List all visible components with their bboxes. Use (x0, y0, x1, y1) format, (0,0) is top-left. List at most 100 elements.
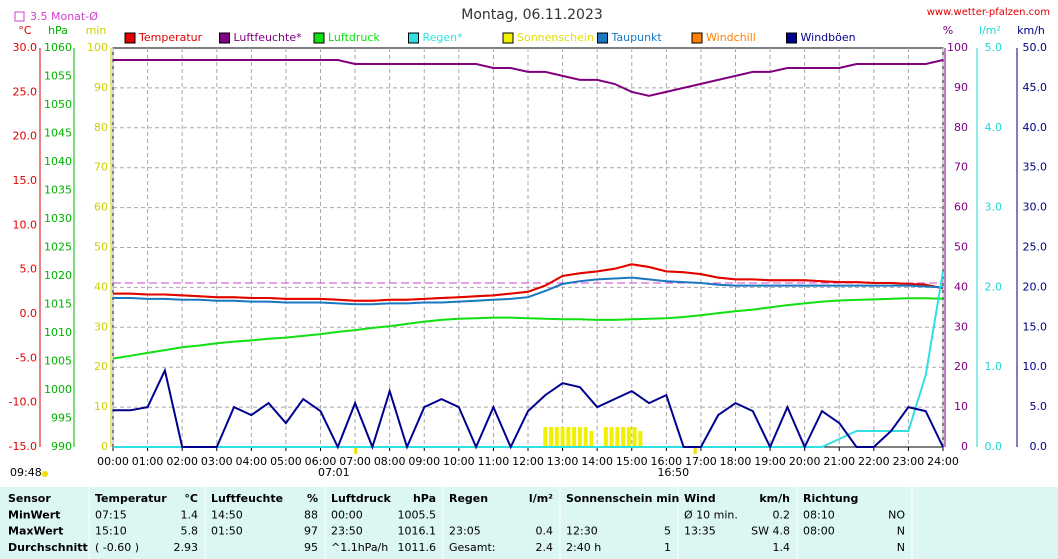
y-tick-label: 45.0 (1023, 81, 1048, 94)
legend-label: Luftdruck (328, 31, 380, 44)
table-cell: MaxWert (8, 525, 63, 538)
sunshine-bar (589, 431, 594, 447)
y-tick-label: 60 (954, 201, 968, 214)
y-tick-label: 15.0 (1023, 320, 1048, 333)
y-tick-label: 1020 (44, 269, 72, 282)
axis-unit: °C (18, 24, 32, 37)
y-tick-label: 40 (94, 280, 108, 293)
sunshine-bar (560, 427, 565, 447)
table-cell: 23:05 (449, 525, 481, 538)
series-line (112, 297, 944, 360)
y-tick-label: 100 (947, 41, 968, 54)
y-tick-label: -5.0 (16, 351, 37, 364)
source: www.wetter-pfalzen.com (927, 7, 1050, 18)
x-tick-label: 11:00 (478, 455, 510, 468)
x-tick-label: 08:00 (374, 455, 406, 468)
table-cell: Durchschnitt (8, 541, 88, 554)
sunshine-bar (583, 427, 588, 447)
sun-icon (42, 471, 48, 477)
legend-marker (408, 32, 419, 44)
x-tick-label: 10:00 (443, 455, 475, 468)
table-cell: 0.4 (536, 525, 554, 538)
x-tick-label: 13:00 (547, 455, 579, 468)
x-tick-label: 06:00 (305, 455, 337, 468)
x-tick-label: 15:00 (616, 455, 648, 468)
table-cell: ^1.1hPa/h (331, 541, 388, 554)
y-tick-label: 1055 (44, 70, 72, 83)
sunshine-bar (577, 427, 582, 447)
table-cell: Wind (684, 492, 716, 505)
monthly-mean-label: 3.5 Monat-Ø (30, 10, 98, 23)
sun-duration: 09:48 (10, 466, 42, 479)
x-tick-label: 01:00 (132, 455, 164, 468)
table-cell: 95 (304, 541, 318, 554)
y-tick-label: 1030 (44, 212, 72, 225)
y-tick-label: 990 (51, 440, 72, 453)
x-tick-label: 23:00 (893, 455, 925, 468)
y-tick-label: 1010 (44, 326, 72, 339)
y-tick-label: 40 (954, 280, 968, 293)
y-tick-label: 5.0 (985, 41, 1003, 54)
x-tick-label: 03:00 (201, 455, 233, 468)
y-tick-label: 20.0 (13, 130, 38, 143)
table-cell: 1 (664, 541, 671, 554)
y-tick-label: 1060 (44, 41, 72, 54)
axis-unit: % (943, 24, 953, 37)
table-cell: Luftdruck (331, 492, 392, 505)
table-cell: 08:10 (803, 508, 835, 521)
table-cell: °C (184, 492, 198, 505)
table-cell: Regen (449, 492, 488, 505)
table-cell: 2.4 (536, 541, 554, 554)
y-tick-label: 0 (101, 440, 108, 453)
legend-marker (597, 32, 608, 44)
y-tick-label: 1050 (44, 98, 72, 111)
legend-label: Sonnenschein (517, 31, 594, 44)
table-cell: 01:50 (211, 525, 243, 538)
table-cell: Sonnenschein min (566, 492, 679, 505)
y-tick-label: 90 (954, 81, 968, 94)
table-cell: 13:35 (684, 525, 716, 538)
y-tick-label: 0.0 (20, 307, 38, 320)
y-tick-label: 1015 (44, 298, 72, 311)
y-tick-label: 40.0 (1023, 121, 1048, 134)
table-cell: 00:00 (331, 508, 363, 521)
series-line (113, 59, 944, 97)
x-tick-label: 14:00 (581, 455, 613, 468)
y-tick-label: 35.0 (1023, 161, 1048, 174)
y-tick-label: 30 (954, 320, 968, 333)
y-tick-label: 3.0 (985, 201, 1003, 214)
y-tick-label: 100 (87, 41, 108, 54)
x-tick-label: 07:00 (339, 455, 371, 468)
table-cell: 1.4 (181, 508, 199, 521)
legend-label: Taupunkt (611, 31, 663, 44)
y-tick-label: -10.0 (9, 396, 37, 409)
x-tick-label: 18:00 (720, 455, 752, 468)
y-tick-label: 1045 (44, 127, 72, 140)
x-tick-label: 20:00 (789, 455, 821, 468)
sunshine-bar (621, 427, 626, 447)
table-cell: 1.4 (773, 541, 791, 554)
sunshine-bar (566, 427, 571, 447)
table-cell: 2.93 (174, 541, 199, 554)
y-tick-label: 20 (954, 360, 968, 373)
table-cell: Richtung (803, 492, 858, 505)
table-cell: NO (888, 508, 905, 521)
x-tick-label: 00:00 (97, 455, 129, 468)
y-tick-label: 1000 (44, 383, 72, 396)
table-cell: 1005.5 (398, 508, 437, 521)
y-tick-label: 0.0 (985, 440, 1003, 453)
axis-unit: hPa (48, 24, 68, 37)
x-tick-label: 21:00 (823, 455, 855, 468)
table-cell: 08:00 (803, 525, 835, 538)
y-tick-label: 25.0 (1023, 241, 1048, 254)
y-tick-label: 0.0 (1030, 440, 1048, 453)
y-tick-label: 1035 (44, 184, 72, 197)
x-tick-label: 16:00 (650, 455, 682, 468)
table-cell: Gesamt: (449, 541, 496, 554)
table-cell: 5.8 (181, 525, 199, 538)
y-tick-label: 90 (94, 81, 108, 94)
table-cell: hPa (413, 492, 436, 505)
y-tick-label: 4.0 (985, 121, 1003, 134)
x-tick-label: 09:00 (408, 455, 440, 468)
y-tick-label: 60 (94, 201, 108, 214)
